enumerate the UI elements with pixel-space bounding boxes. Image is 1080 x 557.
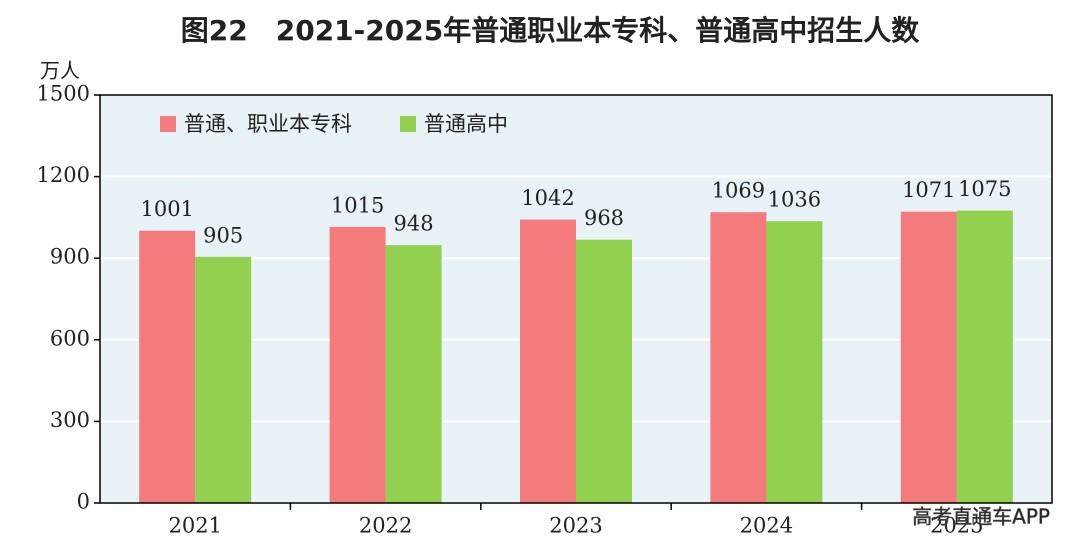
y-tick-label: 300 xyxy=(50,408,90,432)
bar xyxy=(385,245,442,504)
bar xyxy=(576,239,632,504)
legend-label: 普通、职业本专科 xyxy=(184,112,352,136)
data-label: 948 xyxy=(394,212,434,236)
y-tick-label: 900 xyxy=(50,245,90,269)
x-tick-label: 2025 xyxy=(930,514,983,538)
bar xyxy=(900,211,957,504)
bar xyxy=(766,221,823,503)
bar xyxy=(139,230,196,503)
bar xyxy=(710,212,767,503)
data-label: 1015 xyxy=(331,193,384,217)
data-label: 1036 xyxy=(768,188,821,212)
data-label: 1075 xyxy=(958,177,1011,201)
legend-swatch xyxy=(160,116,176,132)
y-axis-label: 万人 xyxy=(40,59,80,83)
data-label: 1001 xyxy=(140,197,193,221)
bar xyxy=(520,219,576,504)
x-tick-label: 2023 xyxy=(549,514,602,538)
data-label: 968 xyxy=(584,206,624,230)
plot-border xyxy=(99,94,1053,504)
data-label: 1071 xyxy=(902,178,955,202)
bar xyxy=(956,210,1013,503)
legend-label: 普通高中 xyxy=(424,112,508,136)
y-tick-label: 0 xyxy=(77,490,90,514)
y-tick-label: 1200 xyxy=(37,163,90,187)
y-tick-label: 600 xyxy=(50,326,90,350)
x-tick-label: 2024 xyxy=(740,514,793,538)
bar xyxy=(195,256,252,503)
x-tick-label: 2021 xyxy=(168,514,221,538)
watermark: 高考直通车APP xyxy=(912,505,1050,529)
y-tick-label: 1500 xyxy=(37,82,90,106)
x-tick-label: 2022 xyxy=(359,514,412,538)
chart-title: 图22 2021-2025年普通职业本专科、普通高中招生人数 xyxy=(181,14,920,47)
data-label: 1069 xyxy=(712,179,765,203)
data-label: 905 xyxy=(203,223,243,247)
bar xyxy=(329,226,386,504)
data-label: 1042 xyxy=(521,186,574,210)
legend-swatch xyxy=(400,116,416,132)
